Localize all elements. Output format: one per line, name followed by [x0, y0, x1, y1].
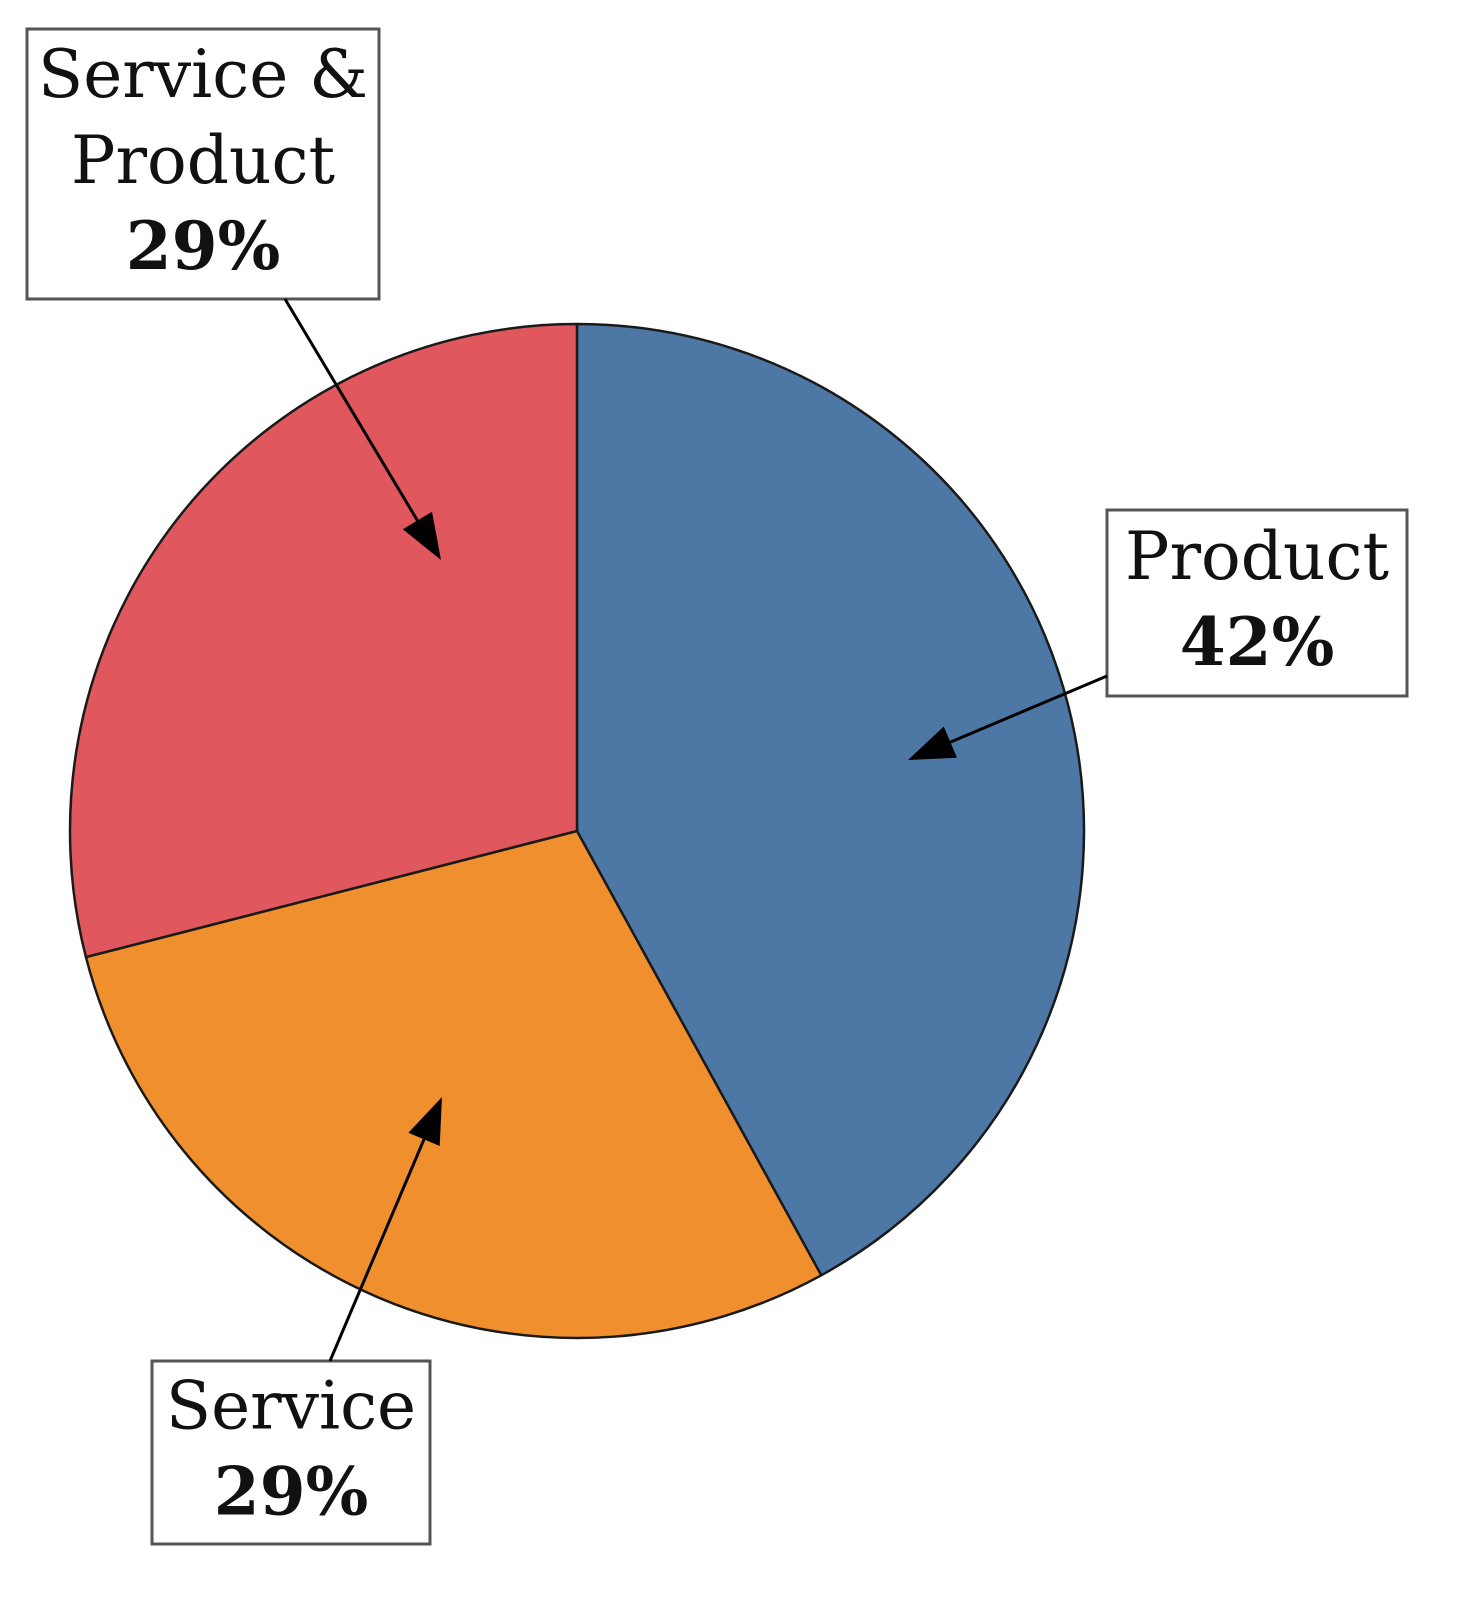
callout-arrow-head [408, 1097, 442, 1146]
callout-service: Service 29% [150, 1097, 442, 1546]
pie-slice-product [575, 322, 1086, 1277]
callout-box [25, 27, 381, 301]
slice-value-label: 29% [214, 1452, 369, 1530]
callout-arrow-line [283, 298, 419, 522]
slice-category-label: Product [71, 122, 335, 199]
pie-slices [68, 322, 1086, 1340]
slice-value-label: 29% [126, 207, 281, 285]
callout-box [150, 1359, 432, 1546]
slice-category-label: Product [1125, 518, 1389, 595]
pie-slice-service [84, 829, 823, 1340]
callout-arrow-head [908, 726, 957, 760]
callout-arrow-line [949, 674, 1108, 744]
pie-slice-service-product [68, 322, 579, 959]
slice-category-label: Service [166, 1367, 416, 1444]
callout-product: Product 42% [908, 508, 1409, 760]
callout-box [1105, 508, 1409, 698]
pie-callouts: Product 42% Service 29% Service & Product 29% [25, 27, 1409, 1546]
callout-service-product: Service & Product 29% [25, 27, 441, 560]
callout-arrow-line [328, 1138, 426, 1362]
callout-arrow-head [402, 511, 441, 560]
slice-value-label: 42% [1180, 603, 1335, 681]
slice-category-label: Service & [38, 36, 368, 113]
